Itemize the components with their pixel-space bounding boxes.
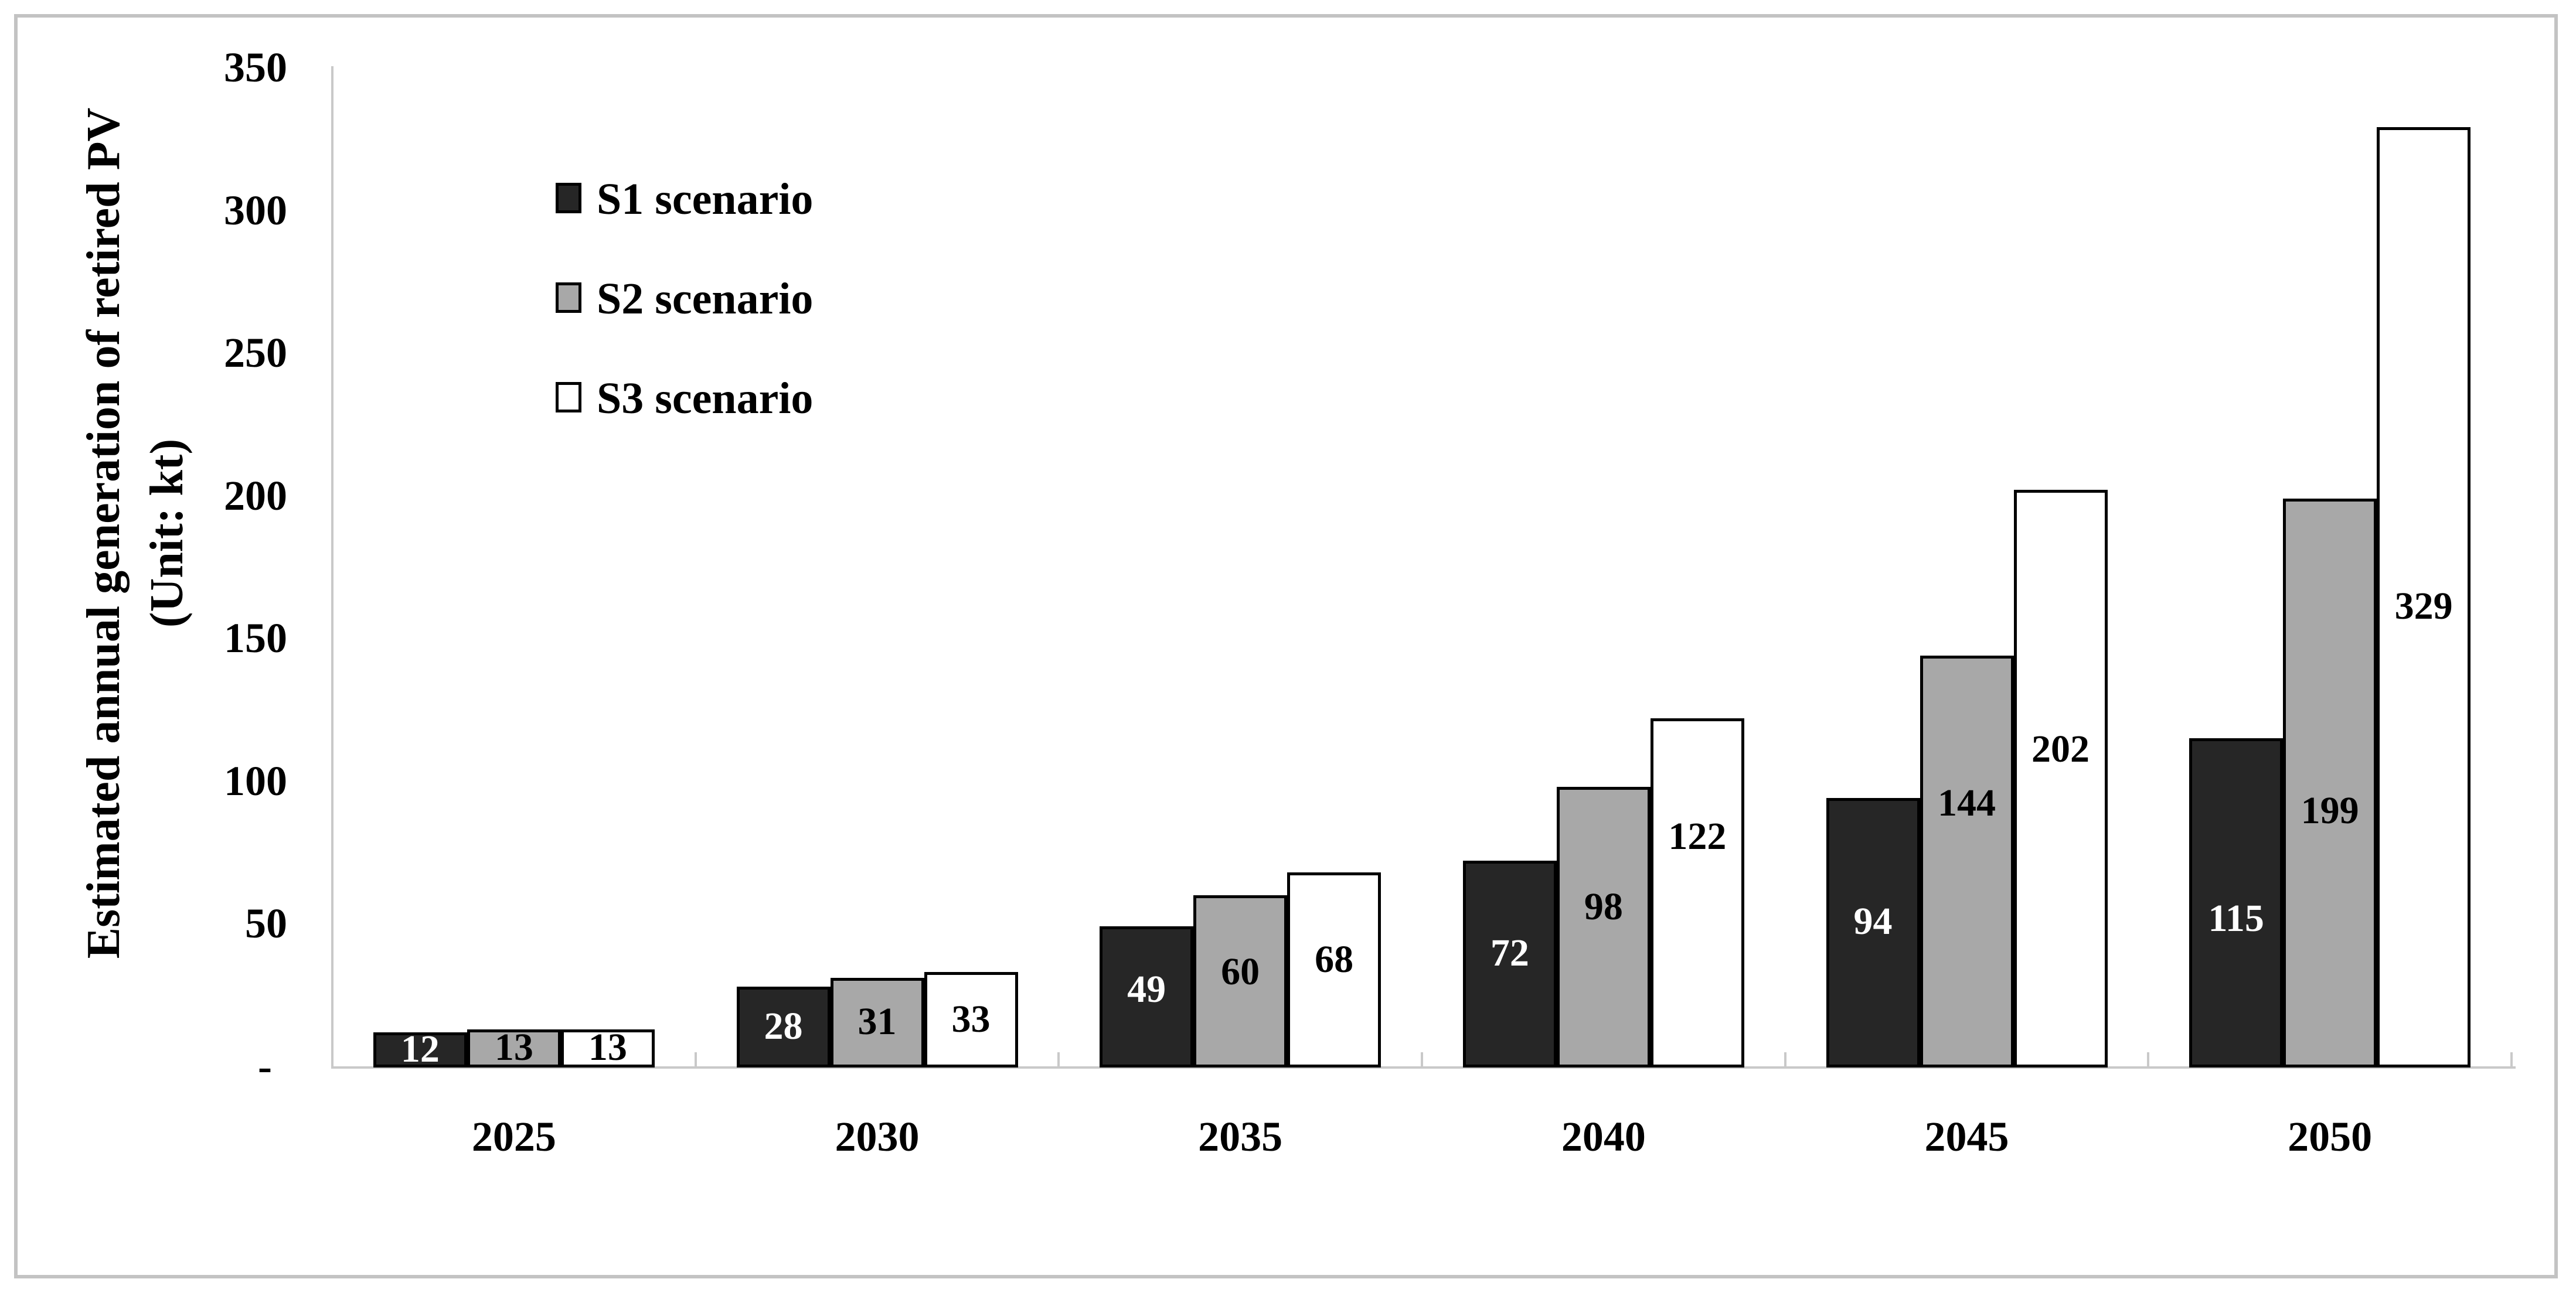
x-axis-boundary-tick-3 [1421, 1052, 1423, 1068]
bar-s1-2025 [373, 1032, 467, 1068]
y-axis-title-line1: Estimated annual generation of retired P… [78, 107, 130, 959]
x-axis-label-2025: 2025 [471, 1113, 556, 1160]
bar-s2-2025 [467, 1029, 561, 1068]
bar-value-label-s1-2050: 115 [2208, 896, 2264, 940]
figure-border [14, 14, 2558, 1278]
x-axis-label-2030: 2030 [835, 1113, 920, 1160]
legend-label: S2 scenario [597, 274, 814, 323]
legend-label: S3 scenario [597, 374, 814, 423]
y-tick-label-0: - [258, 1043, 272, 1090]
legend-swatch-icon [556, 382, 581, 412]
bar-s2-2045 [1920, 655, 2014, 1068]
bar-s3-2050 [2377, 127, 2471, 1068]
bar-value-label-s1-2030: 28 [764, 1004, 803, 1048]
bar-value-label-s1-2025: 12 [400, 1027, 440, 1070]
y-tick-label-350: 350 [224, 44, 287, 91]
bar-value-label-s3-2030: 33 [951, 997, 991, 1041]
y-tick-label-50: 50 [245, 900, 287, 947]
x-axis-label-2050: 2050 [2288, 1113, 2373, 1160]
bar-value-label-s2-2025: 13 [494, 1026, 533, 1069]
x-axis-label-2045: 2045 [1924, 1113, 2009, 1160]
bar-s3-2035 [1287, 872, 1381, 1068]
x-axis-boundary-tick-6 [2510, 1052, 2513, 1068]
x-axis-boundary-tick-4 [1784, 1052, 1786, 1068]
bar-s2-2040 [1556, 786, 1651, 1068]
bar-value-label-s3-2025: 13 [588, 1026, 627, 1069]
bar-s1-2045 [1826, 798, 1920, 1068]
bar-value-label-s3-2050: 329 [2394, 584, 2453, 627]
x-axis-line [331, 1066, 2516, 1069]
y-tick-label-250: 250 [224, 329, 287, 377]
bar-value-label-s3-2040: 122 [1668, 814, 1727, 858]
legend-swatch-icon [556, 282, 581, 313]
bar-s2-2050 [2283, 498, 2377, 1068]
y-tick-label-150: 150 [224, 615, 287, 662]
x-axis-boundary-tick-5 [2147, 1052, 2150, 1068]
bar-value-label-s2-2030: 31 [857, 1000, 897, 1043]
legend-label: S1 scenario [597, 175, 814, 224]
bar-value-label-s2-2035: 60 [1221, 950, 1260, 994]
bar-value-label-s1-2045: 94 [1853, 899, 1893, 943]
bar-value-label-s1-2040: 72 [1490, 932, 1529, 975]
y-tick-label-200: 200 [224, 472, 287, 519]
bar-value-label-s3-2035: 68 [1315, 937, 1354, 981]
x-axis-label-2040: 2040 [1561, 1113, 1646, 1160]
bar-s3-2040 [1650, 718, 1744, 1068]
y-tick-label-100: 100 [224, 757, 287, 804]
bar-s3-2030 [924, 972, 1018, 1068]
bar-value-label-s2-2045: 144 [1938, 782, 1996, 825]
bar-s1-2040 [1462, 861, 1557, 1068]
bar-s2-2035 [1193, 895, 1288, 1068]
bar-value-label-s2-2040: 98 [1584, 885, 1623, 928]
legend-swatch-icon [556, 183, 581, 213]
x-axis-label-2035: 2035 [1198, 1113, 1283, 1160]
bar-s3-2025 [560, 1029, 655, 1068]
x-axis-boundary-tick-1 [694, 1052, 697, 1068]
y-axis-line [331, 66, 334, 1068]
bar-value-label-s1-2035: 49 [1127, 967, 1166, 1011]
bar-s2-2030 [830, 977, 924, 1068]
bar-value-label-s2-2050: 199 [2301, 789, 2359, 832]
bar-value-label-s3-2045: 202 [2031, 727, 2090, 770]
bar-s1-2030 [736, 986, 831, 1068]
y-tick-label-300: 300 [224, 186, 287, 234]
bar-s3-2045 [2013, 489, 2108, 1068]
bar-s1-2035 [1100, 926, 1194, 1068]
x-axis-boundary-tick-2 [1057, 1052, 1060, 1068]
bar-s1-2050 [2189, 738, 2284, 1068]
